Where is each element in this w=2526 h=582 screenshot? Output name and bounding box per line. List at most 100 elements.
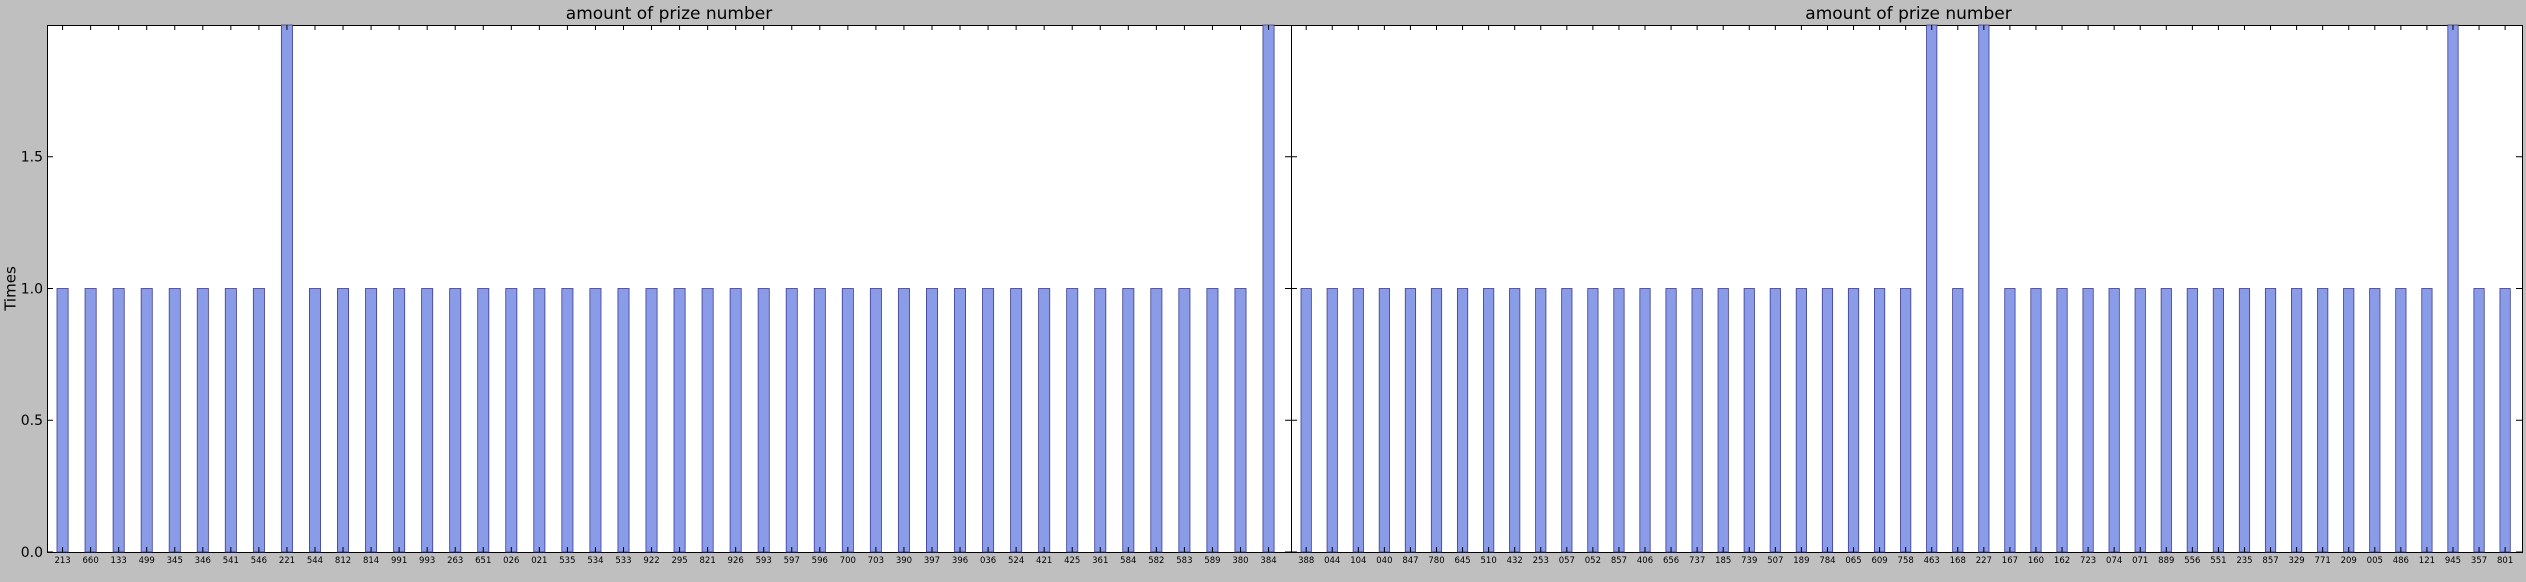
x-tick-label: 889 (2158, 556, 2174, 566)
x-tick-label: 739 (1741, 556, 1757, 566)
bar (1665, 288, 1677, 553)
bar (140, 288, 153, 553)
x-tick-label: 656 (1663, 556, 1679, 566)
x-tick-label: 556 (2184, 556, 2200, 566)
x-tick-label: 235 (2236, 556, 2252, 566)
bar (1795, 288, 1807, 553)
bar (954, 288, 967, 553)
bar (813, 288, 826, 553)
bar (2238, 288, 2251, 553)
x-tick-label: 040 (1376, 556, 1392, 566)
bar (224, 288, 237, 553)
x-tick-label: 541 (223, 556, 239, 566)
x-tick-label: 421 (1036, 556, 1052, 566)
bar (1900, 288, 1912, 553)
x-tick-label: 167 (2002, 556, 2018, 566)
x-tick-label: 345 (167, 556, 183, 566)
x-tick-label: 801 (2497, 556, 2513, 566)
bar (1066, 288, 1079, 553)
bar (589, 288, 602, 553)
x-tick-label: 057 (1559, 556, 1575, 566)
bar (1743, 288, 1755, 553)
bar (2317, 288, 2329, 553)
x-tick-label: 160 (2028, 556, 2044, 566)
bar (196, 288, 209, 553)
bar (1821, 288, 1834, 553)
x-tick-label: 074 (2106, 556, 2122, 566)
x-tick-label: 361 (1092, 556, 1108, 566)
x-tick-label: 397 (924, 556, 940, 566)
x-tick-label: 597 (784, 556, 800, 566)
bar (785, 288, 798, 553)
x-tick-label: 700 (840, 556, 856, 566)
x-tick-label: 533 (615, 556, 631, 566)
bar (2160, 288, 2172, 553)
bar (2447, 24, 2459, 553)
bar (1150, 288, 1163, 553)
x-tick-label: 596 (812, 556, 828, 566)
x-tick-label: 021 (531, 556, 547, 566)
x-tick-label: 486 (2393, 556, 2409, 566)
x-tick-label: 534 (587, 556, 603, 566)
x-tick-label: 121 (2419, 556, 2435, 566)
bar (1926, 24, 1938, 553)
x-tick-label: 723 (2080, 556, 2096, 566)
left-y-axis-label: Times (1, 266, 19, 312)
bar (1010, 288, 1023, 553)
x-tick-label: 162 (2054, 556, 2070, 566)
right-plot: amount of prize number 388 044 104 040 847 78… (1291, 4, 2523, 566)
x-tick-label: 771 (2315, 556, 2331, 566)
bar (309, 288, 321, 553)
bar (1456, 288, 1469, 553)
bar (2369, 288, 2381, 553)
bar (701, 288, 714, 553)
left-y-ticks: 0.0 0.5 1.0 1.5 (21, 150, 1291, 561)
y-tick-label: 1.0 (21, 281, 43, 297)
bar (1847, 288, 1860, 553)
x-tick-label: 168 (1950, 556, 1966, 566)
bar (2395, 288, 2407, 553)
x-tick-label: 104 (1350, 556, 1366, 566)
bar (2212, 288, 2224, 553)
bar (280, 24, 293, 553)
bar (1561, 288, 1573, 553)
x-tick-label: 295 (671, 556, 687, 566)
x-tick-label: 847 (1402, 556, 1418, 566)
bar (1509, 288, 1521, 553)
bar (1717, 288, 1729, 553)
x-tick-label: 384 (1260, 556, 1276, 566)
bar (1404, 288, 1417, 553)
x-tick-label: 645 (1454, 556, 1470, 566)
x-tick-label: 593 (756, 556, 772, 566)
bar (168, 288, 181, 553)
bar (757, 288, 770, 553)
x-tick-label: 329 (2288, 556, 2304, 566)
x-tick-label: 821 (700, 556, 716, 566)
bar (982, 288, 995, 553)
x-tick-label: 396 (952, 556, 968, 566)
x-tick-label: 737 (1689, 556, 1705, 566)
bar (869, 288, 882, 553)
x-tick-label: 584 (1120, 556, 1136, 566)
bar (365, 288, 378, 553)
bar (252, 288, 265, 553)
x-tick-label: 589 (1204, 556, 1220, 566)
bar (897, 288, 910, 553)
x-tick-label: 784 (1819, 556, 1835, 566)
x-tick-label: 227 (1976, 556, 1992, 566)
x-tick-label: 945 (2445, 556, 2461, 566)
bar (1038, 288, 1051, 553)
bar (2421, 288, 2433, 553)
x-tick-label: 432 (1507, 556, 1523, 566)
bar (841, 288, 854, 553)
x-tick-label: 036 (980, 556, 996, 566)
bar (393, 288, 406, 553)
bar (421, 288, 434, 553)
y-tick-label: 0.0 (21, 545, 43, 561)
bar (1262, 24, 1275, 553)
bar (1326, 288, 1338, 553)
x-tick-label: 524 (1008, 556, 1024, 566)
x-tick-label: 546 (251, 556, 267, 566)
bar (729, 288, 742, 553)
bar (56, 288, 69, 553)
